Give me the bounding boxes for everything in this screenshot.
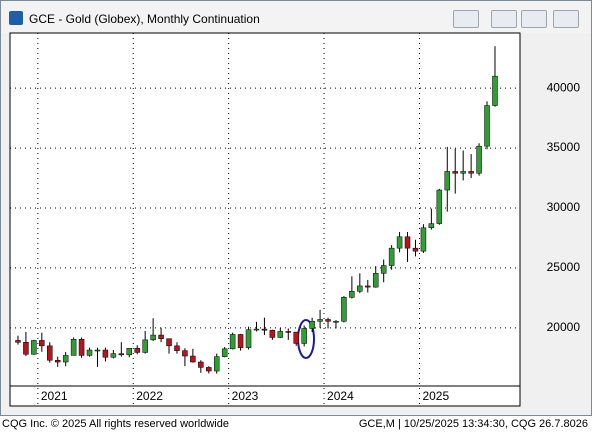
minimize-button[interactable] xyxy=(491,10,517,28)
candle-body xyxy=(309,321,315,329)
link-button[interactable] xyxy=(453,10,479,28)
x-tick-label: 2022 xyxy=(136,389,163,403)
x-tick-label: 2025 xyxy=(422,389,449,403)
candle-body xyxy=(47,345,53,361)
candle-body xyxy=(94,349,101,352)
candle-body xyxy=(277,331,284,338)
candle-body xyxy=(285,331,292,333)
candle-body xyxy=(110,353,117,358)
candle-body xyxy=(102,349,109,358)
app-icon xyxy=(9,11,23,25)
candle-body xyxy=(174,345,180,351)
title-bar: GCE - Gold (Globex), Monthly Continuatio… xyxy=(1,1,591,33)
candle-body xyxy=(31,340,37,355)
candle-body xyxy=(372,273,379,288)
candle-body xyxy=(452,171,458,174)
chart: 20000 25000 30000 35000 40000 2021 2022 2023 202… xyxy=(9,32,581,407)
candle-body xyxy=(404,236,411,249)
candle-body xyxy=(444,171,451,191)
candle-body xyxy=(237,334,244,348)
candle-body xyxy=(158,334,164,339)
candle-body xyxy=(142,339,148,353)
candle-body xyxy=(198,361,204,368)
y-tick-label: 30000 xyxy=(547,200,581,214)
candle-body xyxy=(126,347,133,356)
candle-body xyxy=(166,338,172,347)
candle-body xyxy=(269,330,276,338)
candle-body xyxy=(341,297,347,322)
candle-body xyxy=(182,350,188,357)
candle-body xyxy=(357,285,363,292)
candle-body xyxy=(253,328,260,331)
candle-body xyxy=(388,247,395,266)
status-info: GCE,M | 10/25/2025 13:34:30, CQG 26.7.80… xyxy=(358,418,588,430)
y-tick-label: 25000 xyxy=(547,260,581,274)
candle-body xyxy=(54,359,61,363)
candle-body xyxy=(333,321,339,323)
candle-body xyxy=(460,171,466,174)
candle-body xyxy=(150,334,156,341)
candle-body xyxy=(229,334,236,350)
status-bar: CQG Inc. © 2025 All rights reserved worl… xyxy=(0,416,592,432)
candle-body xyxy=(436,189,443,224)
candle-body xyxy=(39,340,45,347)
candle-body xyxy=(190,355,196,363)
candle-body xyxy=(484,105,490,147)
candle-body xyxy=(380,265,387,274)
candle-body xyxy=(23,341,29,355)
candle-body xyxy=(293,331,299,344)
candle-body xyxy=(62,355,69,363)
candle-body xyxy=(301,328,307,344)
copyright: CQG Inc. © 2025 All rights reserved worl… xyxy=(2,418,229,430)
x-tick-label: 2024 xyxy=(327,389,354,403)
close-button[interactable] xyxy=(553,10,579,28)
candle-body xyxy=(412,247,419,252)
candle-body xyxy=(468,171,474,174)
maximize-button[interactable] xyxy=(521,10,547,28)
candle-body xyxy=(118,353,125,356)
candle-body xyxy=(221,348,228,357)
candle-body xyxy=(245,329,252,348)
window-title: GCE - Gold (Globex), Monthly Continuatio… xyxy=(29,12,260,26)
candle-body xyxy=(317,319,323,322)
candle-body xyxy=(134,347,140,353)
candle-body xyxy=(261,328,268,331)
candle-body xyxy=(15,340,21,343)
candle-body xyxy=(396,236,403,249)
y-tick-label: 35000 xyxy=(547,140,581,154)
x-axis-strip xyxy=(9,385,521,407)
candle-body xyxy=(78,339,85,356)
candle-body xyxy=(70,339,77,356)
candle-body xyxy=(365,285,371,288)
candle-body xyxy=(492,75,498,106)
candle-body xyxy=(476,145,482,174)
candle-body xyxy=(349,291,355,298)
y-tick-label: 40000 xyxy=(547,80,581,94)
candle-body xyxy=(325,319,331,322)
plot-area xyxy=(9,32,521,387)
candle-body xyxy=(206,367,212,372)
y-tick-label: 20000 xyxy=(547,320,581,334)
x-tick-label: 2021 xyxy=(41,389,68,403)
candle-body xyxy=(420,227,427,252)
x-tick-label: 2023 xyxy=(232,389,259,403)
candle-body xyxy=(213,356,220,372)
candle-body xyxy=(86,349,93,356)
candle-body xyxy=(428,223,435,229)
